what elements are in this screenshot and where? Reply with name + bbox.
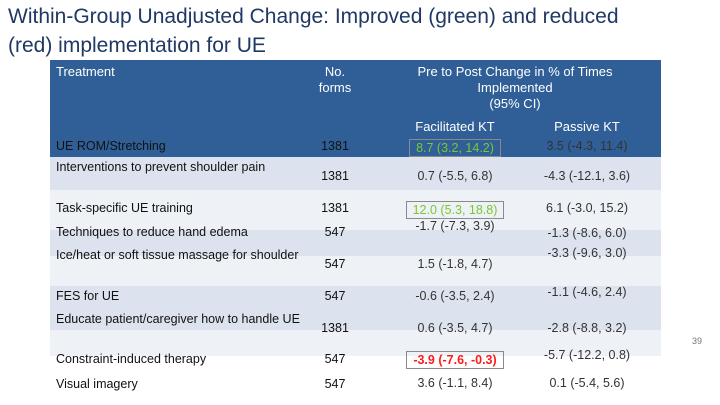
header-change: Pre to Post Change in % of Times Impleme… xyxy=(380,64,650,112)
row-passive: 0.1 (-5.4, 5.6) xyxy=(549,376,625,390)
row-forms: 1381 xyxy=(321,201,349,215)
row-band xyxy=(50,157,661,190)
slide-title-line-2: (red) implementation for UE xyxy=(8,34,266,57)
row-forms: 547 xyxy=(324,289,346,303)
row-band xyxy=(50,286,661,330)
row-treatment: Visual imagery xyxy=(56,377,138,391)
row-passive: -1.3 (-8.6, 6.0) xyxy=(547,226,627,240)
row-facilitated: 12.0 (5.3, 18.8) xyxy=(380,201,530,219)
row-facilitated: 0.7 (-5.5, 6.8) xyxy=(417,169,493,183)
page-number: 39 xyxy=(692,336,703,346)
row-passive: -5.7 (-12.2, 0.8) xyxy=(543,348,631,362)
row-band xyxy=(50,230,661,256)
row-facilitated: -0.6 (-3.5, 2.4) xyxy=(415,289,495,303)
improved-value: 8.7 (3.2, 14.2) xyxy=(409,139,501,157)
row-forms: 547 xyxy=(324,352,346,366)
row-treatment: Educate patient/caregiver how to handle … xyxy=(56,312,300,326)
slide-title: Within-Group Unadjusted Change: Improved… xyxy=(8,2,708,60)
row-forms: 1381 xyxy=(321,169,349,183)
row-facilitated: 3.6 (-1.1, 8.4) xyxy=(417,376,493,390)
row-forms: 1381 xyxy=(321,321,349,335)
row-facilitated: 1.5 (-1.8, 4.7) xyxy=(417,257,493,271)
row-treatment: UE ROM/Stretching xyxy=(56,139,166,153)
row-treatment: Task-specific UE training xyxy=(56,201,193,215)
header-forms: No. forms xyxy=(305,64,365,96)
results-table: Treatment No. forms Pre to Post Change i… xyxy=(50,60,661,400)
row-band xyxy=(50,190,661,230)
header-facilitated: Facilitated KT xyxy=(415,119,495,134)
header-treatment: Treatment xyxy=(56,64,115,79)
row-treatment: Techniques to reduce hand edema xyxy=(56,225,248,239)
slide-title-line-1: Within-Group Unadjusted Change: Improved… xyxy=(8,5,619,28)
table-header-band xyxy=(50,60,661,157)
row-passive: -2.8 (-8.8, 3.2) xyxy=(547,321,627,335)
row-passive: 6.1 (-3.0, 15.2) xyxy=(546,201,628,215)
row-band xyxy=(50,330,661,356)
row-facilitated: 0.6 (-3.5, 4.7) xyxy=(417,321,493,335)
header-change-line-1: Pre to Post Change in % of Times xyxy=(417,64,613,79)
row-facilitated: 8.7 (3.2, 14.2) xyxy=(380,139,530,157)
row-passive: -3.3 (-9.6, 3.0) xyxy=(547,246,627,260)
row-treatment: Ice/heat or soft tissue massage for shou… xyxy=(56,248,299,262)
row-passive: -1.1 (-4.6, 2.4) xyxy=(547,285,627,299)
row-forms: 547 xyxy=(324,377,346,391)
header-change-line-3: (95% CI) xyxy=(489,96,541,111)
header-forms-line-2: forms xyxy=(318,80,352,95)
row-passive: -4.3 (-12.1, 3.6) xyxy=(543,169,631,183)
row-forms: 1381 xyxy=(321,139,349,153)
row-passive: 3.5 (-4.3, 11.4) xyxy=(546,139,628,153)
reduced-value: -3.9 (-7.6, -0.3) xyxy=(406,351,504,369)
header-forms-line-1: No. xyxy=(324,64,346,79)
row-band xyxy=(50,256,661,286)
row-treatment: Interventions to prevent shoulder pain xyxy=(56,160,266,174)
row-facilitated: -1.7 (-7.3, 3.9) xyxy=(415,219,495,233)
row-treatment: FES for UE xyxy=(56,289,120,303)
improved-value: 12.0 (5.3, 18.8) xyxy=(405,201,505,219)
row-facilitated: -3.9 (-7.6, -0.3) xyxy=(380,351,530,369)
row-forms: 547 xyxy=(324,225,346,239)
row-forms: 547 xyxy=(324,257,346,271)
header-passive: Passive KT xyxy=(554,119,620,134)
header-change-line-2: Implemented xyxy=(477,80,553,95)
row-treatment: Constraint-induced therapy xyxy=(56,352,207,366)
